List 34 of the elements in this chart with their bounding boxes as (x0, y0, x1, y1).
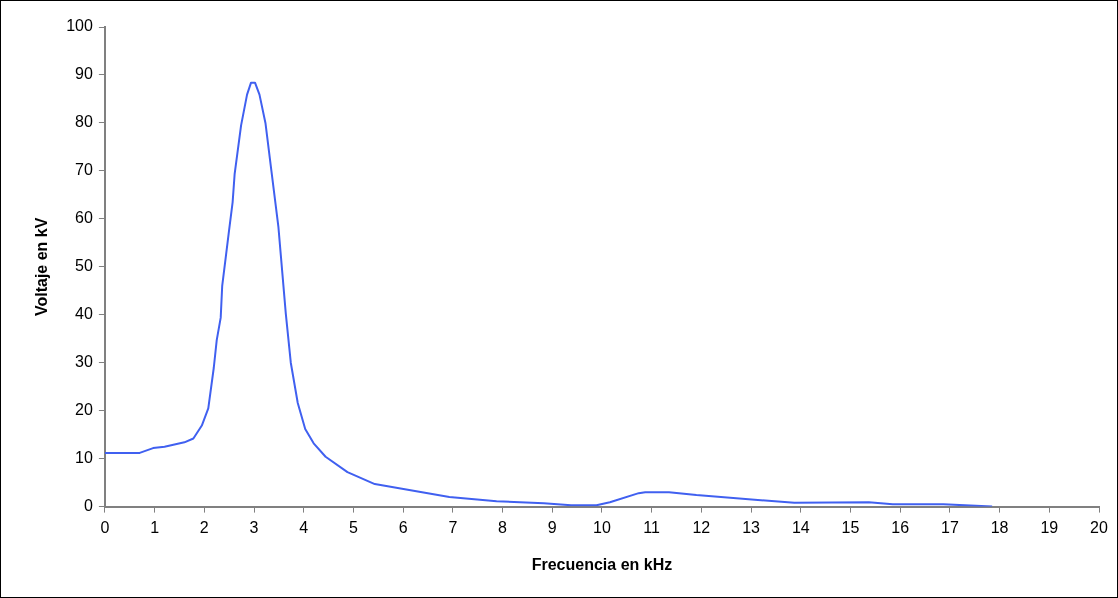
y-tick-label: 80 (75, 113, 93, 131)
x-tick-label: 14 (791, 518, 810, 536)
x-tick-label: 17 (940, 518, 959, 536)
y-axis-title: Voltaje en kV (33, 217, 51, 316)
y-tick-label: 70 (75, 161, 93, 179)
y-tick-label: 20 (75, 401, 93, 419)
x-tick-label: 3 (249, 518, 259, 536)
x-tick-label: 9 (547, 518, 557, 536)
y-tick-label: 40 (75, 305, 93, 323)
x-tick-label: 4 (299, 518, 309, 536)
y-tick-label: 50 (75, 257, 93, 275)
x-tick-label: 1 (150, 518, 160, 536)
x-tick-label: 20 (1090, 518, 1108, 536)
y-tick-label: 100 (66, 17, 93, 35)
x-tick-label: 13 (742, 518, 761, 536)
y-tick-label: 90 (75, 65, 93, 83)
x-tick-label: 16 (891, 518, 910, 536)
x-tick-label: 18 (990, 518, 1009, 536)
x-tick-label: 0 (100, 518, 110, 536)
y-tick-label: 30 (75, 353, 93, 371)
y-tick-label: 10 (75, 449, 93, 467)
x-tick-label: 5 (348, 518, 358, 536)
x-tick-label: 8 (498, 518, 508, 536)
x-tick-label: 10 (593, 518, 611, 536)
x-tick-label: 6 (398, 518, 408, 536)
y-tick-label: 0 (83, 497, 93, 515)
x-axis-title: Frecuencia en kHz (531, 555, 673, 573)
x-tick-label: 19 (1040, 518, 1059, 536)
x-tick-label: 12 (692, 518, 711, 536)
x-tick-label: 15 (841, 518, 860, 536)
y-tick-label: 60 (75, 209, 93, 227)
x-tick-label: 7 (448, 518, 458, 536)
x-tick-label: 11 (643, 518, 661, 536)
x-tick-label: 2 (199, 518, 209, 536)
